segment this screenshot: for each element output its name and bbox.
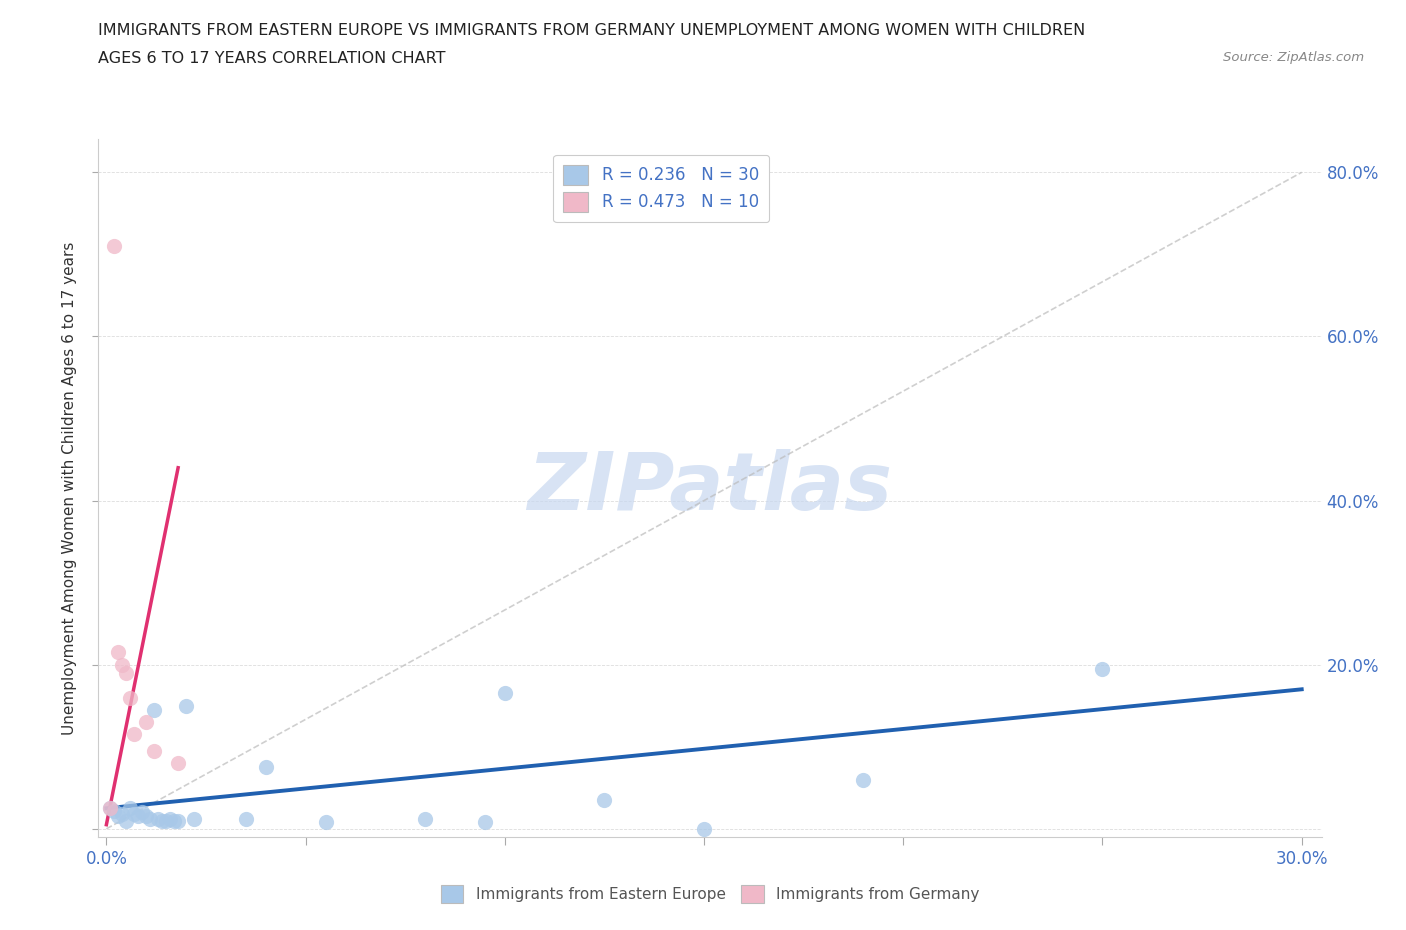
Text: IMMIGRANTS FROM EASTERN EUROPE VS IMMIGRANTS FROM GERMANY UNEMPLOYMENT AMONG WOM: IMMIGRANTS FROM EASTERN EUROPE VS IMMIGR… (98, 23, 1085, 38)
Point (413, 812, 436, 827)
Point (115, 666, 138, 681)
Point (111, 806, 134, 821)
Point (254, 760, 277, 775)
Text: Source: ZipAtlas.com: Source: ZipAtlas.com (1223, 51, 1364, 64)
Point (103, 804, 125, 818)
Text: ZIPatlas: ZIPatlas (527, 449, 893, 527)
Point (124, 727, 146, 742)
Point (131, 805, 153, 820)
Point (115, 813, 138, 828)
Point (174, 698, 197, 713)
Point (235, 812, 257, 827)
Point (135, 809, 157, 824)
Text: AGES 6 TO 17 YEARS CORRELATION CHART: AGES 6 TO 17 YEARS CORRELATION CHART (98, 51, 446, 66)
Point (124, 806, 146, 821)
Point (593, 792, 616, 807)
Point (143, 743, 166, 758)
Point (100, 801, 122, 816)
Point (111, 658, 134, 672)
Point (159, 812, 181, 827)
Point (315, 815, 337, 830)
Point (103, 239, 125, 254)
Point (852, 772, 875, 787)
Point (167, 756, 190, 771)
Point (163, 813, 186, 828)
Point (155, 813, 177, 828)
Point (183, 812, 205, 827)
Point (693, 821, 716, 836)
Point (494, 686, 516, 701)
Point (107, 809, 129, 824)
Point (120, 690, 142, 705)
Point (167, 813, 190, 828)
Point (120, 801, 142, 816)
Point (143, 702, 166, 717)
Y-axis label: Unemployment Among Women with Children Ages 6 to 17 years: Unemployment Among Women with Children A… (62, 242, 77, 735)
Point (127, 809, 149, 824)
Point (135, 714, 157, 729)
Point (100, 801, 122, 816)
Point (148, 812, 170, 827)
Point (474, 815, 496, 830)
Point (139, 812, 162, 827)
Legend: Immigrants from Eastern Europe, Immigrants from Germany: Immigrants from Eastern Europe, Immigran… (434, 879, 986, 910)
Point (1091, 661, 1114, 676)
Point (107, 644, 129, 659)
Point (150, 813, 173, 828)
